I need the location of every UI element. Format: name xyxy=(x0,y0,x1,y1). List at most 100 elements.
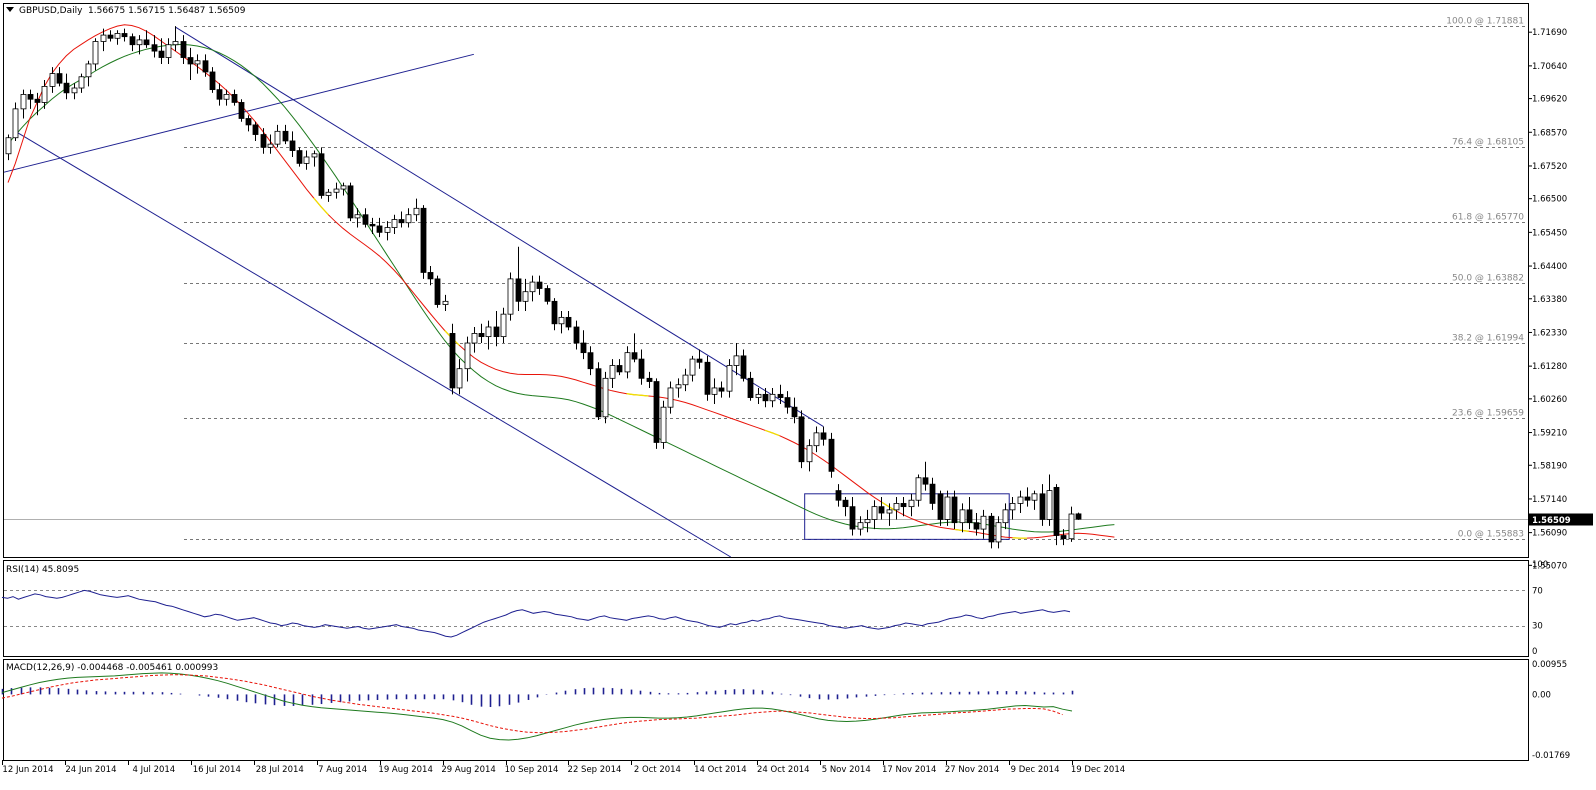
candle xyxy=(515,246,522,311)
candle-body-bear xyxy=(515,278,522,302)
candle xyxy=(922,461,929,491)
time-tick-label: 19 Aug 2014 xyxy=(378,765,432,775)
candle xyxy=(544,285,551,305)
candle-body-bear xyxy=(791,406,798,418)
candle-body-bear xyxy=(1039,493,1046,520)
candle-body-bull xyxy=(223,94,230,100)
candle xyxy=(107,30,114,42)
candle-body-bull xyxy=(689,358,696,376)
candle xyxy=(646,371,653,388)
time-tick-label: 10 Sep 2014 xyxy=(505,765,559,775)
candle xyxy=(398,211,405,228)
candle xyxy=(71,83,78,100)
price-tick-label: 1.71690 xyxy=(1532,28,1567,38)
candle-body-bear xyxy=(187,57,194,65)
rsi-tick-label: 70 xyxy=(1532,586,1543,596)
candle xyxy=(202,54,209,77)
candle-body-bear xyxy=(1053,486,1060,536)
candle xyxy=(49,67,56,93)
main-panel-frame xyxy=(3,3,1529,558)
macd-tick-label: 0.00955 xyxy=(1532,660,1567,670)
rsi-line xyxy=(1,589,1071,638)
candle-body-bull xyxy=(682,374,689,386)
candle-body-bear xyxy=(107,34,114,39)
candle xyxy=(696,349,703,369)
price-tick-label: 1.69620 xyxy=(1532,95,1567,105)
candle xyxy=(311,150,318,167)
candle-body-bull xyxy=(507,278,514,315)
candle-body-bull xyxy=(1017,496,1024,504)
candle xyxy=(718,381,725,398)
time-tick-label: 5 Nov 2014 xyxy=(822,765,871,775)
candle-body-bear xyxy=(63,82,70,94)
candle xyxy=(878,497,885,520)
price-tick-label: 1.61280 xyxy=(1532,362,1567,372)
candle xyxy=(704,355,711,401)
candle-body-bear xyxy=(231,94,238,103)
candle xyxy=(34,92,41,116)
candle xyxy=(667,381,674,414)
time-tick-label: 24 Oct 2014 xyxy=(757,765,810,775)
candle xyxy=(85,60,92,87)
candle xyxy=(631,333,638,363)
channel-lower-line xyxy=(15,130,732,558)
candle-body-bear xyxy=(1024,496,1031,501)
candle-body-bear xyxy=(238,102,245,119)
candle xyxy=(238,99,245,122)
candle xyxy=(223,89,230,106)
candle-body-bull xyxy=(354,214,361,219)
candle-body-bull xyxy=(667,387,674,408)
candle-body-bear xyxy=(180,41,187,58)
candle xyxy=(427,266,434,286)
candlesticks xyxy=(5,26,1082,549)
candle xyxy=(711,378,718,404)
price-tick-label: 1.55070 xyxy=(1532,561,1567,571)
candle xyxy=(354,208,361,228)
time-tick-label: 19 Dec 2014 xyxy=(1071,765,1125,775)
time-axis: 12 Jun 2014 24 Jun 2014 4 Jul 2014 16 Jul 2… xyxy=(2,760,1125,775)
candle-body-bear xyxy=(900,503,907,508)
macd-panel: 0.00955 0.00 -0.01769 xyxy=(1,660,1570,761)
time-tick-label: 27 Nov 2014 xyxy=(945,765,999,775)
candle-body-bear xyxy=(347,185,354,219)
candle xyxy=(114,30,121,45)
candle-body-bull xyxy=(384,227,391,233)
candle-body-bear xyxy=(34,98,41,103)
price-tick-label: 1.66500 xyxy=(1532,195,1567,205)
candle xyxy=(245,115,252,132)
candle xyxy=(871,500,878,530)
price-tick-label: 1.70640 xyxy=(1532,62,1567,72)
candle xyxy=(755,387,762,404)
candle xyxy=(675,378,682,398)
candle-body-bull xyxy=(413,207,420,216)
candle-body-bull xyxy=(471,333,478,344)
candle xyxy=(959,503,966,533)
candle xyxy=(893,497,900,520)
candle xyxy=(886,503,893,526)
candle xyxy=(929,477,936,510)
macd-tick-label: 0.00 xyxy=(1532,690,1551,700)
candle xyxy=(376,217,383,238)
time-tick-label: 24 Jun 2014 xyxy=(65,765,116,775)
candle xyxy=(318,147,325,199)
candle xyxy=(296,147,303,167)
candle xyxy=(442,294,449,311)
candle xyxy=(56,67,63,87)
candle-body-bear xyxy=(820,432,827,440)
candle xyxy=(747,371,754,401)
candle xyxy=(777,384,784,404)
candle-body-bull xyxy=(165,44,172,58)
candle xyxy=(849,497,856,536)
symbol-dropdown-icon[interactable] xyxy=(6,7,14,12)
candle-body-bear xyxy=(653,381,660,443)
candle-body-bull xyxy=(172,41,179,46)
candle xyxy=(1002,503,1009,530)
macd-signal-line xyxy=(1,674,1063,734)
candle xyxy=(966,497,973,530)
price-tick-label: 1.63380 xyxy=(1532,295,1567,305)
candle xyxy=(937,490,944,526)
time-tick-label: 9 Dec 2014 xyxy=(1011,765,1060,775)
channel-upper-line xyxy=(175,26,824,427)
candle xyxy=(165,38,172,64)
